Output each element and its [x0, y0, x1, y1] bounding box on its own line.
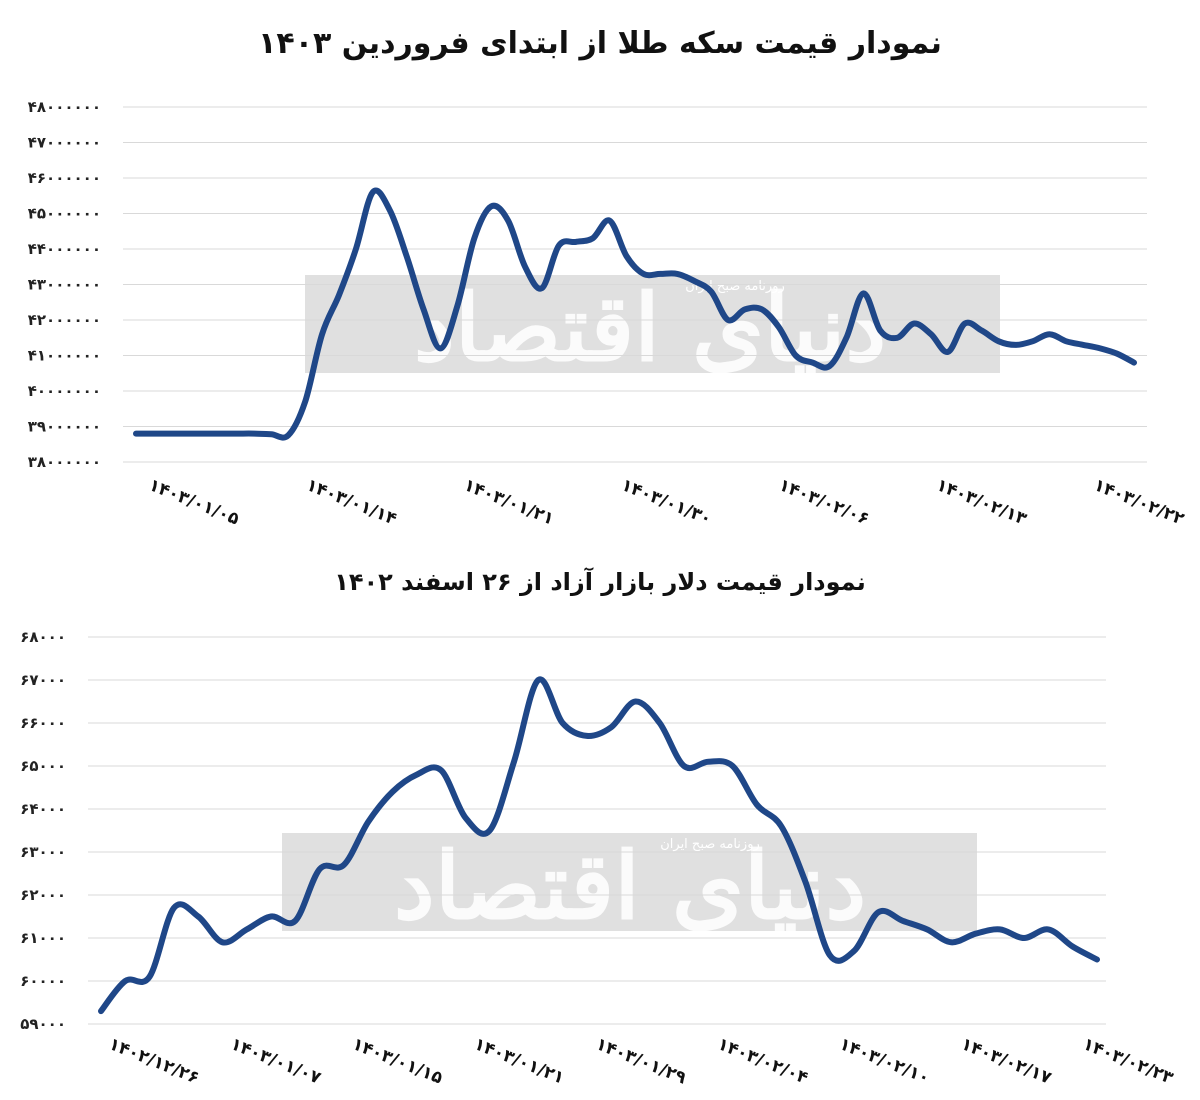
x-tick-label: ۱۴۰۳/۰۱/۲۹ [593, 1034, 690, 1089]
y-tick-label: ۴۴۰۰۰۰۰۰ [28, 240, 101, 258]
y-tick-label: ۶۷۰۰۰ [20, 671, 66, 689]
x-tick-label: ۱۴۰۳/۰۱/۱۴ [303, 475, 399, 529]
x-tick-label: ۱۴۰۳/۰۲/۱۰ [836, 1034, 932, 1088]
y-tick-label: ۴۵۰۰۰۰۰۰ [28, 205, 101, 223]
y-tick-label: ۴۲۰۰۰۰۰۰ [28, 311, 101, 329]
y-tick-label: ۶۶۰۰۰ [20, 714, 66, 732]
x-tick-label: ۱۴۰۳/۰۲/۰۶ [776, 475, 872, 529]
watermark-logo: دنیای اقتصاد [394, 832, 867, 940]
x-tick-label: ۱۴۰۳/۰۲/۱۷ [958, 1034, 1055, 1089]
price-series-line [98, 676, 1100, 1015]
y-tick-label: ۴۱۰۰۰۰۰۰ [28, 347, 101, 365]
x-tick-label: ۱۴۰۲/۱۲/۲۶ [106, 1034, 202, 1088]
y-tick-label: ۶۴۰۰۰ [20, 800, 66, 818]
y-tick-label: ۶۸۰۰۰ [20, 628, 66, 646]
gold-chart-title: نمودار قیمت سکه طلا از ابتدای فروردین ۱۴… [258, 26, 942, 61]
x-tick-label: ۱۴۰۳/۰۱/۳۰ [618, 475, 714, 529]
y-tick-label: ۴۰۰۰۰۰۰۰ [28, 382, 101, 400]
y-tick-label: ۴۳۰۰۰۰۰۰ [28, 276, 101, 294]
y-tick-label: ۶۲۰۰۰ [20, 886, 66, 904]
x-tick-label: ۱۴۰۳/۰۲/۲۳ [1080, 1034, 1177, 1089]
gold-watermark: دنیای اقتصاد روزنامه صبح ایران [305, 274, 1000, 382]
watermark-band [282, 833, 977, 931]
x-tick-label: ۱۴۰۳/۰۲/۱۳ [933, 475, 1030, 530]
watermark-band [305, 275, 1000, 373]
y-tick-label: ۶۵۰۰۰ [20, 757, 66, 775]
x-tick-label: ۱۴۰۳/۰۱/۲۱ [461, 475, 557, 529]
y-tick-label: ۶۰۰۰۰ [20, 972, 66, 990]
y-tick-label: ۳۸۰۰۰۰۰۰ [28, 453, 101, 471]
x-tick-label: ۱۴۰۳/۰۱/۲۱ [471, 1034, 567, 1088]
x-tick-label: ۱۴۰۳/۰۱/۱۵ [349, 1034, 445, 1088]
x-tick-label: ۱۴۰۳/۰۱/۰۵ [146, 475, 242, 529]
y-tick-label: ۶۳۰۰۰ [20, 843, 66, 861]
dollar-chart-title: نمودار قیمت دلار بازار آزاد از ۲۶ اسفند … [334, 568, 866, 596]
price-series-line [133, 187, 1137, 441]
x-tick-label: ۱۴۰۳/۰۱/۰۷ [228, 1034, 325, 1089]
watermark-caption: روزنامه صبح ایران [660, 837, 760, 852]
y-tick-label: ۴۷۰۰۰۰۰۰ [28, 134, 101, 152]
dollar-watermark: دنیای اقتصاد روزنامه صبح ایران [282, 832, 977, 940]
y-tick-label: ۴۶۰۰۰۰۰۰ [28, 169, 101, 187]
y-tick-label: ۵۹۰۰۰ [20, 1015, 66, 1033]
x-tick-label: ۱۴۰۳/۰۲/۰۴ [715, 1034, 811, 1088]
y-tick-label: ۳۹۰۰۰۰۰۰ [28, 418, 101, 436]
y-tick-label: ۶۱۰۰۰ [20, 929, 66, 947]
x-tick-label: ۱۴۰۳/۰۲/۲۲ [1091, 475, 1188, 530]
y-tick-label: ۴۸۰۰۰۰۰۰ [28, 98, 101, 116]
